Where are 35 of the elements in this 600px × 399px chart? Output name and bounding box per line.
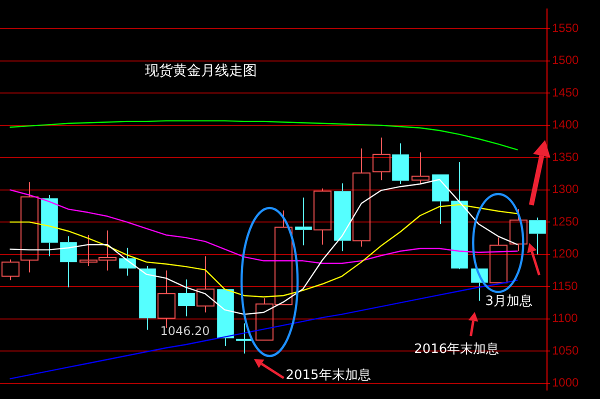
candlestick: [139, 265, 156, 330]
candlestick: [20, 182, 38, 273]
annotation: 3月加息: [485, 293, 532, 310]
candlestick: [334, 182, 351, 252]
y-tick-label: 1200: [552, 246, 580, 261]
y-tick-label: 1050: [552, 343, 580, 358]
candlestick: [236, 322, 253, 354]
candlestick: [392, 142, 409, 185]
y-tick-label: 1550: [552, 20, 580, 35]
annotation: 1046.20: [160, 324, 210, 338]
y-tick-label: 1500: [552, 53, 580, 68]
y-tick-label: 1350: [552, 150, 580, 164]
candlestick: [412, 152, 430, 185]
candlestick: [196, 256, 214, 313]
candlestick: [295, 197, 312, 246]
candlestick: [372, 137, 390, 181]
text: 现货黄金月线走图: [145, 62, 257, 80]
y-tick-label: 1150: [552, 278, 578, 293]
candlestick: [432, 174, 449, 225]
candlestick: [119, 247, 136, 276]
y-tick-label: 1100: [552, 311, 578, 326]
candlestick: [490, 237, 508, 284]
candlestick: [314, 188, 332, 246]
y-tick-label: 1450: [552, 85, 580, 100]
y-tick-label: 1400: [552, 118, 580, 132]
candlestick: [352, 148, 370, 248]
candlestick: [217, 289, 234, 346]
y-tick-label: 1300: [552, 182, 580, 196]
candlestick: [178, 278, 195, 317]
y-tick-label: 1250: [552, 214, 580, 228]
candlestick: [60, 236, 77, 288]
annotation: 2015年末加息: [286, 367, 371, 384]
candlestick: [41, 194, 58, 257]
candlestick: [451, 162, 468, 269]
y-tick-label: 1000: [552, 376, 580, 390]
